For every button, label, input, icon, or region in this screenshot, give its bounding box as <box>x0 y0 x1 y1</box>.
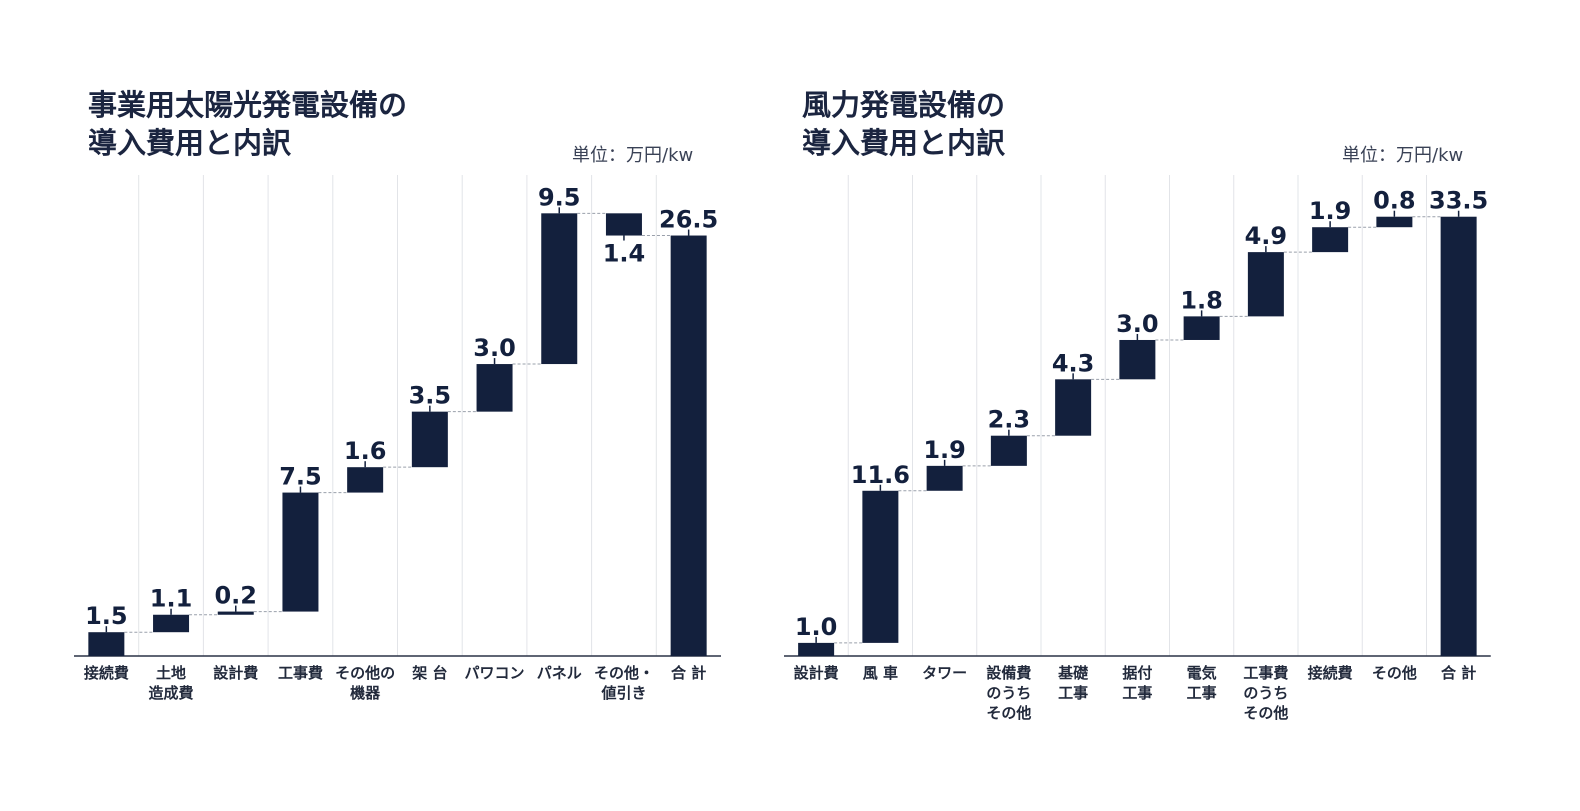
chart0-category-label: 設計費 <box>213 664 258 682</box>
chart1-value-label: 33.5 <box>1429 187 1488 215</box>
wind-unit-label: 単位：万円/kw <box>1342 145 1464 166</box>
chart0-bar <box>670 235 707 657</box>
chart1-bar <box>990 435 1027 466</box>
chart0-bar <box>217 611 254 615</box>
chart0-value-label: 1.4 <box>603 240 646 268</box>
chart1-value-label: 1.9 <box>1309 197 1352 225</box>
chart0-value-label: 0.2 <box>214 582 257 610</box>
chart1-category-label: 風 車 <box>863 664 898 682</box>
chart1-category-label: 接続費 <box>1308 664 1353 682</box>
chart0-value-label: 3.5 <box>409 382 452 410</box>
chart1-bar <box>1183 316 1220 340</box>
chart0-value-label: 1.1 <box>150 585 193 613</box>
wind-chart-panel: 1.0 設計費 11.6 風 車 1.9 タワー 2.3 設備費のうちその他 4.3 基礎工事 3.… <box>784 0 1580 811</box>
chart1-bar <box>1055 379 1092 436</box>
chart0-category-label: 土地造成費 <box>149 664 194 702</box>
chart1-category-label: 電気工事 <box>1187 664 1217 702</box>
chart0-category-label: 合 計 <box>670 664 706 682</box>
chart1-bar <box>798 642 835 656</box>
chart0-category-label: その他・値引き <box>594 664 654 702</box>
chart1-bar <box>862 490 899 643</box>
chart0-category-label: 工事費 <box>278 664 323 682</box>
chart0-category-label: パワコン <box>465 664 525 682</box>
chart0-category-label: パネル <box>537 664 582 682</box>
chart1-category-label: 据付工事 <box>1122 664 1152 702</box>
chart0-bar <box>411 411 448 468</box>
chart0-bar <box>153 614 190 633</box>
chart0-value-label: 1.6 <box>344 437 387 465</box>
solar-chart-panel: 1.5 接続費 1.1 土地造成費 0.2 設計費 7.5 工事費 1.6 その他の機器 3.5 架 … <box>74 88 721 702</box>
chart1-bar <box>1247 252 1284 317</box>
chart0-category-label: その他の機器 <box>335 664 395 702</box>
chart1-category-label: 設計費 <box>794 664 839 682</box>
chart1-value-label: 11.6 <box>851 461 910 489</box>
chart1-value-label: 0.8 <box>1373 187 1416 215</box>
chart0-bar <box>88 632 125 656</box>
chart1-bar <box>1376 216 1413 228</box>
chart0-value-label: 7.5 <box>279 463 322 491</box>
solar-chart: 1.5 接続費 1.1 土地造成費 0.2 設計費 7.5 工事費 1.6 その他の機器 3.5 架 … <box>74 175 721 702</box>
chart0-bar <box>347 467 384 493</box>
chart1-category-label: タワー <box>922 664 967 682</box>
chart0-value-label: 9.5 <box>538 183 581 211</box>
chart1-bar <box>1440 216 1477 656</box>
chart1-bar <box>1312 227 1349 253</box>
chart1-value-label: 4.9 <box>1245 222 1288 250</box>
chart1-category-label: 合 計 <box>1440 664 1476 682</box>
solar-unit-label: 単位：万円/kw <box>572 145 694 166</box>
wind-chart-title: 風力発電設備の 導入費用と内訳 <box>802 88 1006 160</box>
chart1-value-label: 4.3 <box>1052 349 1095 377</box>
chart1-value-label: 1.9 <box>923 436 966 464</box>
chart0-bar <box>605 213 642 236</box>
chart0-value-label: 26.5 <box>659 206 718 234</box>
chart0-value-label: 1.5 <box>85 602 128 630</box>
chart0-value-label: 3.0 <box>473 334 516 362</box>
chart1-bar <box>926 465 963 491</box>
chart0-bar <box>541 213 578 365</box>
chart1-category-label: 基礎工事 <box>1057 664 1089 702</box>
chart1-value-label: 2.3 <box>988 406 1031 434</box>
chart0-bar <box>282 492 319 612</box>
chart1-value-label: 3.0 <box>1116 310 1159 338</box>
chart1-value-label: 1.0 <box>795 613 838 641</box>
chart1-category-label: 設備費のうちその他 <box>986 664 1031 722</box>
chart1-bar <box>1119 339 1156 380</box>
chart0-category-label: 架 台 <box>411 664 447 682</box>
solar-chart-title: 事業用太陽光発電設備の 導入費用と内訳 <box>88 88 408 160</box>
chart0-category-label: 接続費 <box>84 664 129 682</box>
chart1-value-label: 1.8 <box>1180 286 1223 314</box>
chart1-category-label: その他 <box>1372 664 1417 682</box>
chart0-bar <box>476 364 513 412</box>
chart1-category-label: 工事費のうちその他 <box>1243 664 1288 722</box>
wind-chart: 1.0 設計費 11.6 風 車 1.9 タワー 2.3 設備費のうちその他 4.3 基礎工事 3.… <box>784 175 1491 722</box>
